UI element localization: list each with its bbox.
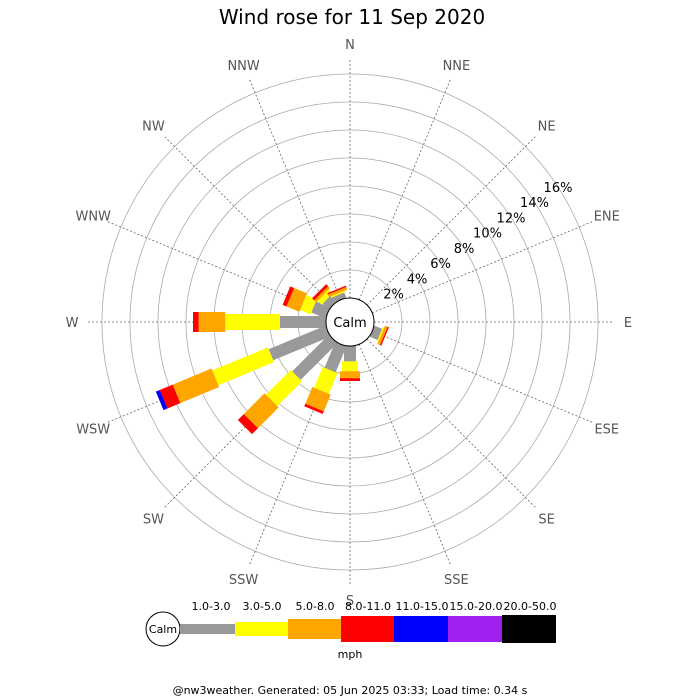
- legend-swatch-5: [448, 616, 502, 642]
- bar-ssw-bin-2: [305, 386, 331, 412]
- direction-label-nnw: NNW: [227, 59, 259, 74]
- direction-label-sw: SW: [143, 513, 164, 528]
- tick-label-8: 8%: [454, 242, 475, 257]
- tick-label-14: 14%: [520, 196, 549, 211]
- bar-s-bin-0: [344, 346, 356, 362]
- bar-wsw-bin-0: [268, 325, 331, 361]
- direction-label-e: E: [624, 316, 632, 331]
- bar-nw-bin-0: [322, 294, 338, 310]
- bar-s-bin-1: [342, 361, 358, 372]
- direction-labels: N NNE NE ENE E ESE SE SSE S SSW SW WSW W WNW NW NNW: [66, 38, 633, 609]
- legend-unit: mph: [338, 648, 363, 661]
- legend-swatch-4: [394, 616, 448, 642]
- footer-text: @nw3weather. Generated: 05 Jun 2025 03:3…: [173, 684, 528, 697]
- direction-label-se: SE: [538, 513, 554, 528]
- legend-label-3: 8.0-11.0: [345, 600, 391, 613]
- bar-sw-bin-2: [243, 393, 279, 429]
- bar-w-bin-3: [193, 312, 199, 332]
- bar-sw-bin-3: [237, 414, 258, 435]
- bar-wsw-bin-3: [159, 384, 181, 409]
- tick-label-16: 16%: [544, 181, 573, 196]
- bar-wnw-bin-3: [282, 286, 295, 307]
- legend-swatch-0: [180, 624, 235, 634]
- bar-ese-bin-1: [376, 327, 385, 343]
- bar-w-bin-0: [279, 316, 327, 328]
- chart-title: Wind rose for 11 Sep 2020: [219, 5, 485, 29]
- direction-label-w: W: [66, 316, 79, 331]
- bar-w-bin-1: [225, 314, 280, 330]
- direction-label-wnw: WNW: [75, 210, 111, 225]
- legend-swatch-1: [235, 622, 288, 636]
- bar-nnw-bin-2: [327, 286, 348, 298]
- legend-swatch-3: [341, 616, 394, 642]
- bar-nnw-bin-1: [330, 290, 347, 298]
- direction-label-sse: SSE: [444, 573, 469, 588]
- bar-ese-bin-2: [377, 325, 388, 346]
- legend-swatch-6: [502, 615, 556, 643]
- bar-ssw-bin-3: [304, 403, 324, 414]
- direction-label-nw: NW: [142, 119, 165, 134]
- direction-label-ssw: SSW: [229, 573, 259, 588]
- rose-bars: [155, 284, 389, 435]
- legend-label-0: 1.0-3.0: [192, 600, 231, 613]
- bar-ssw-bin-0: [324, 341, 347, 373]
- polar-grid: [88, 60, 612, 584]
- bar-nnw-bin-0: [333, 292, 347, 303]
- radial-tick-labels: 2%4%6%8%10%12%14%16%: [383, 181, 572, 303]
- bar-ese-bin-3: [379, 326, 389, 346]
- direction-label-wsw: WSW: [76, 422, 110, 437]
- legend-calm-label: Calm: [149, 623, 177, 636]
- legend-swatch-2: [288, 619, 341, 639]
- direction-label-nne: NNE: [443, 59, 471, 74]
- bar-nw-bin-3: [312, 284, 329, 301]
- direction-label-ne: NE: [538, 119, 556, 134]
- bar-nnw-bin-3: [327, 285, 347, 295]
- tick-label-6: 6%: [430, 257, 451, 272]
- bar-wnw-bin-1: [300, 295, 317, 315]
- direction-label-n: N: [345, 38, 355, 53]
- bar-ese-bin-0: [369, 325, 383, 340]
- bar-s-bin-2: [340, 371, 360, 379]
- tick-label-2: 2%: [383, 288, 404, 303]
- tick-label-4: 4%: [407, 272, 428, 287]
- direction-label-s: S: [346, 594, 354, 609]
- calm-label: Calm: [333, 316, 366, 331]
- bar-sw-bin-1: [265, 369, 303, 407]
- bar-wsw-bin-2: [172, 368, 220, 404]
- bar-w-bin-2: [198, 312, 226, 332]
- tick-label-12: 12%: [497, 211, 526, 226]
- bar-sw-bin-0: [292, 334, 338, 380]
- calm-circle: Calm: [325, 297, 375, 347]
- legend-label-6: 20.0-50.0: [504, 600, 557, 613]
- legend-label-2: 5.0-8.0: [296, 600, 335, 613]
- bar-wnw-bin-2: [286, 288, 308, 312]
- bar-ssw-bin-1: [314, 366, 338, 394]
- legend-label-4: 11.0-15.0: [396, 600, 449, 613]
- bar-wsw-bin-1: [212, 347, 274, 386]
- speed-legend: Calm 1.0-3.0 3.0-5.0 5.0-8.0 8.0-11.0 11.0-15…: [145, 600, 557, 647]
- legend-label-5: 15.0-20.0: [450, 600, 503, 613]
- bar-s-bin-3: [340, 378, 360, 381]
- tick-label-10: 10%: [473, 227, 502, 242]
- bar-wsw-bin-4: [155, 389, 168, 411]
- direction-label-ese: ESE: [594, 422, 619, 437]
- legend-label-1: 3.0-5.0: [243, 600, 282, 613]
- bar-nw-bin-2: [314, 286, 331, 303]
- direction-label-ene: ENE: [594, 210, 620, 225]
